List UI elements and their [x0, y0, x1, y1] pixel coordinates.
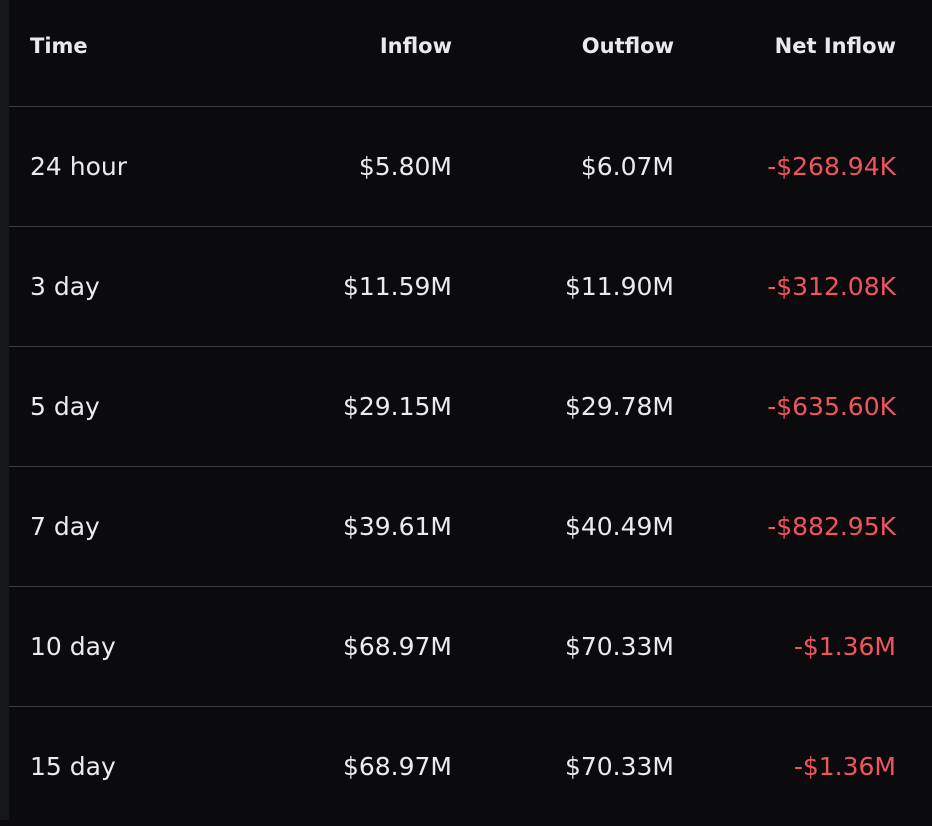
cell-outflow: $11.90M	[452, 226, 674, 347]
table-row: 24 hour $5.80M $6.07M -$268.94K	[9, 106, 932, 227]
cell-outflow: $40.49M	[452, 466, 674, 587]
table-row: 7 day $39.61M $40.49M -$882.95K	[9, 466, 932, 587]
cell-net-inflow: -$1.36M	[674, 586, 932, 707]
cell-inflow: $11.59M	[213, 226, 452, 347]
cell-time: 10 day	[9, 586, 213, 707]
table-row: 10 day $68.97M $70.33M -$1.36M	[9, 586, 932, 707]
cell-time: 5 day	[9, 346, 213, 467]
header-net-inflow: Net Inflow	[674, 0, 932, 107]
header-time: Time	[9, 0, 213, 107]
flow-table: Time Inflow Outflow Net Inflow 24 hour $…	[9, 0, 932, 826]
cell-time: 7 day	[9, 466, 213, 587]
cell-time: 24 hour	[9, 106, 213, 227]
cell-net-inflow: -$635.60K	[674, 346, 932, 467]
header-inflow: Inflow	[213, 0, 452, 107]
table-row: 15 day $68.97M $70.33M -$1.36M	[9, 706, 932, 826]
cell-inflow: $68.97M	[342, 751, 452, 781]
cell-net-inflow: -$1.36M	[793, 751, 896, 781]
cell-net-inflow: -$882.95K	[674, 466, 932, 587]
table-row: 5 day $29.15M $29.78M -$635.60K	[9, 346, 932, 467]
cell-outflow: $70.33M	[564, 751, 674, 781]
cell-net-inflow: -$312.08K	[674, 226, 932, 347]
cell-inflow: $39.61M	[213, 466, 452, 587]
left-edge-strip	[0, 0, 9, 820]
cell-outflow: $29.78M	[452, 346, 674, 467]
cell-outflow: $6.07M	[452, 106, 674, 227]
cell-outflow: $70.33M	[452, 586, 674, 707]
cell-inflow: $5.80M	[213, 106, 452, 227]
cell-inflow: $29.15M	[213, 346, 452, 467]
cell-inflow: $68.97M	[213, 586, 452, 707]
cell-net-inflow: -$268.94K	[674, 106, 932, 227]
cell-time: 15 day	[30, 751, 116, 781]
cell-time: 3 day	[9, 226, 213, 347]
table-row: 3 day $11.59M $11.90M -$312.08K	[9, 226, 932, 347]
table-header-row: Time Inflow Outflow Net Inflow	[9, 0, 932, 107]
header-outflow: Outflow	[452, 0, 674, 107]
